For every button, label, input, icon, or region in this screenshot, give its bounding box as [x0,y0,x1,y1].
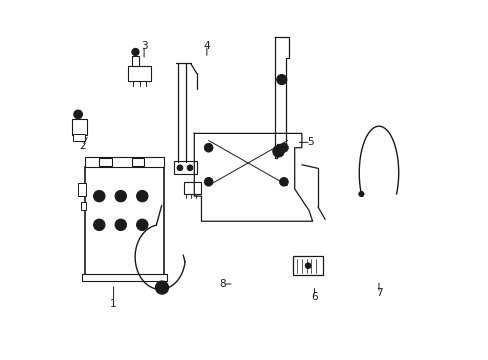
Circle shape [93,219,105,230]
Bar [131,158,144,166]
Text: 2: 2 [79,141,85,151]
Circle shape [115,219,126,230]
Circle shape [305,263,310,269]
Circle shape [272,145,284,157]
Bar [85,157,163,167]
Bar [81,202,86,211]
Circle shape [276,149,280,153]
Circle shape [74,110,82,119]
Bar [78,183,86,196]
Circle shape [204,177,212,186]
Bar [131,56,139,66]
Bar [99,158,112,166]
Text: 8: 8 [219,279,226,289]
Text: 3: 3 [141,41,147,50]
Circle shape [187,165,192,171]
Circle shape [155,281,168,294]
Bar [82,274,166,282]
Circle shape [204,143,212,152]
Text: 4: 4 [203,41,210,50]
Text: 6: 6 [310,292,317,302]
Text: 7: 7 [375,288,382,298]
Circle shape [279,177,287,186]
Circle shape [358,192,363,197]
Bar [292,256,323,275]
Circle shape [136,190,148,202]
Bar [174,161,197,174]
Circle shape [279,143,287,152]
Circle shape [115,190,126,202]
Text: 5: 5 [307,138,313,147]
Bar [73,134,85,140]
Circle shape [160,285,164,290]
Circle shape [93,190,105,202]
Bar [183,182,201,194]
Circle shape [132,48,139,55]
Bar [72,119,86,135]
Circle shape [276,75,286,85]
Bar [128,66,151,81]
Circle shape [136,219,148,230]
Bar [85,167,163,275]
Circle shape [177,165,183,171]
Text: 1: 1 [110,299,117,309]
